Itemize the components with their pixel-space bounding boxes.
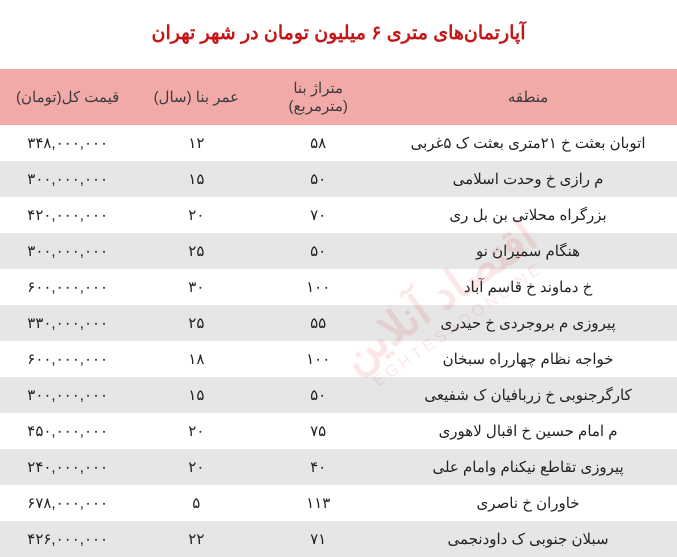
table-row: م رازی خ وحدت اسلامی۵۰۱۵۳۰۰,۰۰۰,۰۰۰ bbox=[0, 161, 677, 197]
cell-age: ۳۰ bbox=[135, 269, 257, 305]
table-row: کارگرجنوبی خ زربافیان ک شفیعی۵۰۱۵۳۰۰,۰۰۰… bbox=[0, 377, 677, 413]
table-header-row: منطقه متراژ بنا (مترمربع) عمر بنا (سال) … bbox=[0, 69, 677, 125]
cell-area: ۱۱۳ bbox=[257, 485, 379, 521]
table-row: اتوبان بعثت خ ۲۱متری بعثت ک ۵غربی۵۸۱۲۳۴۸… bbox=[0, 125, 677, 161]
cell-price: ۶۷۸,۰۰۰,۰۰۰ bbox=[0, 485, 135, 521]
cell-region: پیروزی م بروجردی خ حیدری bbox=[379, 305, 677, 341]
cell-price: ۲۴۰,۰۰۰,۰۰۰ bbox=[0, 449, 135, 485]
cell-region: اتوبان بعثت خ ۲۱متری بعثت ک ۵غربی bbox=[379, 125, 677, 161]
cell-age: ۲۵ bbox=[135, 233, 257, 269]
cell-area: ۵۰ bbox=[257, 161, 379, 197]
col-header-price: قیمت کل(تومان) bbox=[0, 69, 135, 125]
cell-area: ۵۸ bbox=[257, 125, 379, 161]
page-title: آپارتمان‌های متری ۶ میلیون تومان در شهر … bbox=[152, 23, 526, 44]
cell-area: ۵۰ bbox=[257, 233, 379, 269]
cell-price: ۳۰۰,۰۰۰,۰۰۰ bbox=[0, 377, 135, 413]
cell-price: ۶۰۰,۰۰۰,۰۰۰ bbox=[0, 269, 135, 305]
cell-price: ۳۰۰,۰۰۰,۰۰۰ bbox=[0, 161, 135, 197]
cell-age: ۱۸ bbox=[135, 341, 257, 377]
cell-price: ۳۰۰,۰۰۰,۰۰۰ bbox=[0, 233, 135, 269]
cell-age: ۲۰ bbox=[135, 413, 257, 449]
cell-price: ۴۵۰,۰۰۰,۰۰۰ bbox=[0, 413, 135, 449]
table-row: بزرگراه محلاتی بن بل ری۷۰۲۰۴۲۰,۰۰۰,۰۰۰ bbox=[0, 197, 677, 233]
cell-age: ۲۰ bbox=[135, 197, 257, 233]
cell-age: ۱۵ bbox=[135, 377, 257, 413]
table-row: م امام حسین خ اقبال لاهوری۷۵۲۰۴۵۰,۰۰۰,۰۰… bbox=[0, 413, 677, 449]
cell-region: خواجه نظام چهارراه سبخان bbox=[379, 341, 677, 377]
title-bar: آپارتمان‌های متری ۶ میلیون تومان در شهر … bbox=[0, 0, 677, 69]
col-header-region: منطقه bbox=[379, 69, 677, 125]
table-row: خ دماوند خ قاسم آباد۱۰۰۳۰۶۰۰,۰۰۰,۰۰۰ bbox=[0, 269, 677, 305]
cell-area: ۵۰ bbox=[257, 377, 379, 413]
cell-region: م رازی خ وحدت اسلامی bbox=[379, 161, 677, 197]
cell-region: بزرگراه محلاتی بن بل ری bbox=[379, 197, 677, 233]
col-header-area: متراژ بنا (مترمربع) bbox=[257, 69, 379, 125]
cell-area: ۵۵ bbox=[257, 305, 379, 341]
cell-area: ۱۰۰ bbox=[257, 269, 379, 305]
cell-age: ۵ bbox=[135, 485, 257, 521]
cell-area: ۷۵ bbox=[257, 413, 379, 449]
table-row: پیروزی تقاطع نیکنام وامام علی۴۰۲۰۲۴۰,۰۰۰… bbox=[0, 449, 677, 485]
cell-price: ۶۰۰,۰۰۰,۰۰۰ bbox=[0, 341, 135, 377]
cell-region: خاوران خ ناصری bbox=[379, 485, 677, 521]
cell-price: ۴۲۰,۰۰۰,۰۰۰ bbox=[0, 197, 135, 233]
col-header-age: عمر بنا (سال) bbox=[135, 69, 257, 125]
cell-region: پیروزی تقاطع نیکنام وامام علی bbox=[379, 449, 677, 485]
table-row: خاوران خ ناصری۱۱۳۵۶۷۸,۰۰۰,۰۰۰ bbox=[0, 485, 677, 521]
table-row: هنگام سمیران نو۵۰۲۵۳۰۰,۰۰۰,۰۰۰ bbox=[0, 233, 677, 269]
cell-price: ۳۴۸,۰۰۰,۰۰۰ bbox=[0, 125, 135, 161]
cell-age: ۲۵ bbox=[135, 305, 257, 341]
cell-area: ۱۰۰ bbox=[257, 341, 379, 377]
table-row: خواجه نظام چهارراه سبخان۱۰۰۱۸۶۰۰,۰۰۰,۰۰۰ bbox=[0, 341, 677, 377]
cell-region: کارگرجنوبی خ زربافیان ک شفیعی bbox=[379, 377, 677, 413]
cell-age: ۲۰ bbox=[135, 449, 257, 485]
cell-age: ۱۵ bbox=[135, 161, 257, 197]
table-row: پیروزی م بروجردی خ حیدری۵۵۲۵۳۳۰,۰۰۰,۰۰۰ bbox=[0, 305, 677, 341]
cell-price: ۳۳۰,۰۰۰,۰۰۰ bbox=[0, 305, 135, 341]
cell-area: ۴۰ bbox=[257, 449, 379, 485]
cell-area: ۷۰ bbox=[257, 197, 379, 233]
cell-region: م امام حسین خ اقبال لاهوری bbox=[379, 413, 677, 449]
cell-age: ۱۲ bbox=[135, 125, 257, 161]
price-table: منطقه متراژ بنا (مترمربع) عمر بنا (سال) … bbox=[0, 69, 677, 557]
cell-region: خ دماوند خ قاسم آباد bbox=[379, 269, 677, 305]
cell-region: هنگام سمیران نو bbox=[379, 233, 677, 269]
